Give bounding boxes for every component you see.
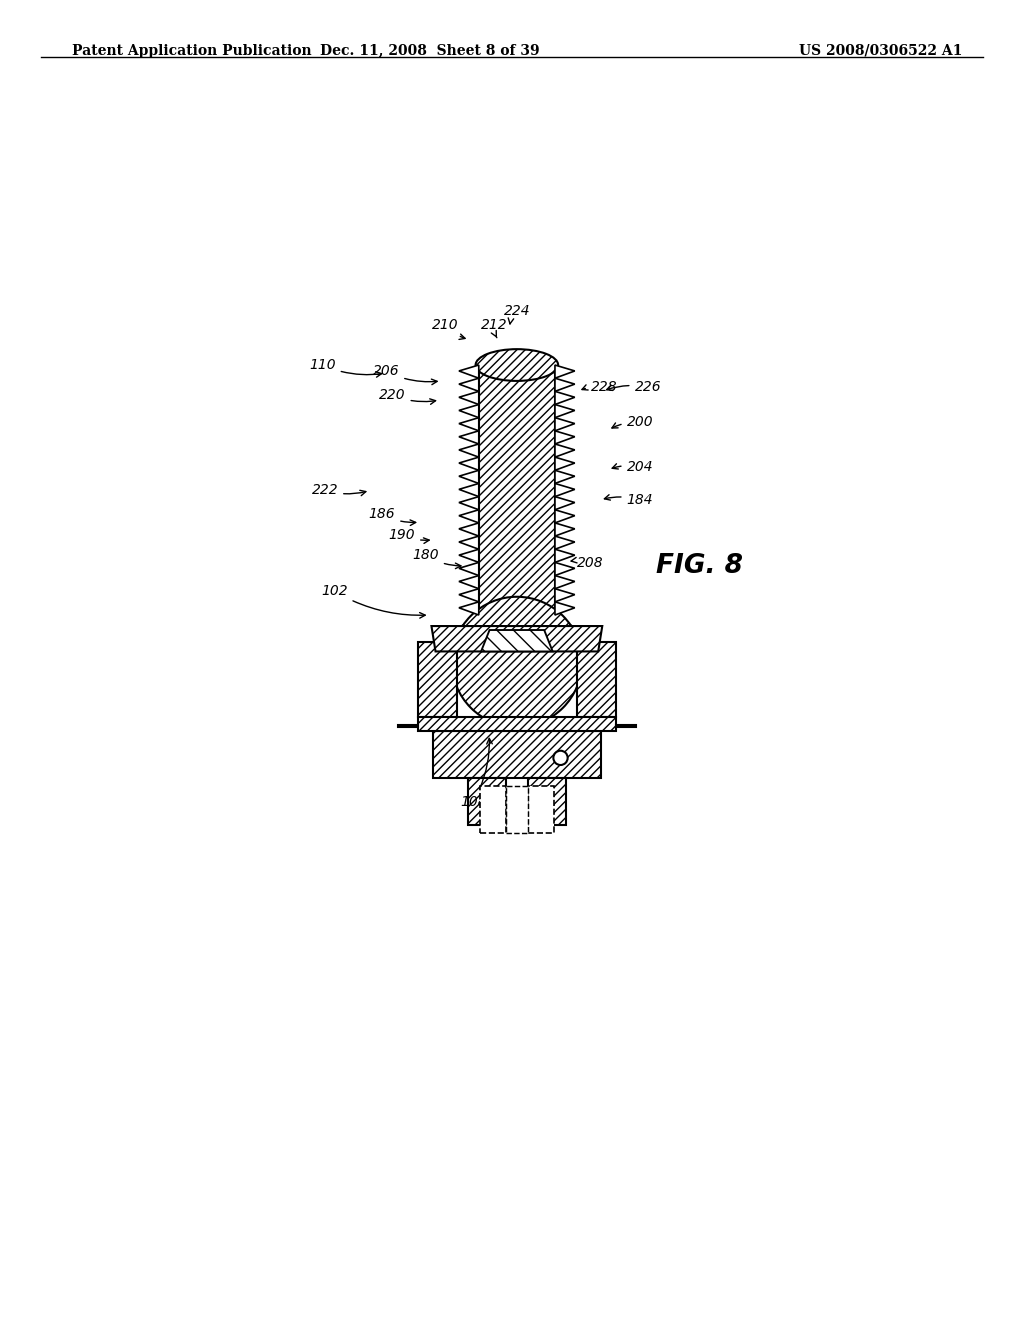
Polygon shape [459,417,479,430]
Text: 208: 208 [571,557,604,570]
Polygon shape [459,483,479,496]
Polygon shape [459,444,479,457]
Text: Dec. 11, 2008  Sheet 8 of 39: Dec. 11, 2008 Sheet 8 of 39 [321,44,540,58]
Polygon shape [555,366,574,379]
Polygon shape [398,725,418,727]
Polygon shape [418,643,457,717]
Polygon shape [459,536,479,549]
Polygon shape [528,777,566,825]
Polygon shape [555,510,574,523]
Polygon shape [555,379,574,391]
Text: 222: 222 [311,483,366,498]
Text: 212: 212 [481,318,508,338]
Polygon shape [555,496,574,510]
Text: 228: 228 [582,380,617,395]
Polygon shape [555,576,574,589]
Polygon shape [555,417,574,430]
Polygon shape [555,444,574,457]
Polygon shape [459,589,479,602]
Text: FIG. 8: FIG. 8 [656,553,742,578]
Polygon shape [459,576,479,589]
Text: 220: 220 [379,388,435,404]
Polygon shape [555,536,574,549]
Text: 206: 206 [373,364,437,384]
Text: 200: 200 [612,416,653,429]
Text: 204: 204 [612,459,653,474]
Polygon shape [555,391,574,404]
Polygon shape [555,589,574,602]
Polygon shape [459,379,479,391]
Polygon shape [452,615,582,632]
Text: Patent Application Publication: Patent Application Publication [72,44,311,58]
Text: 210: 210 [432,318,465,339]
Polygon shape [555,549,574,562]
Polygon shape [555,562,574,576]
Polygon shape [555,404,574,417]
Polygon shape [459,366,479,379]
Polygon shape [555,483,574,496]
Polygon shape [459,391,479,404]
Polygon shape [459,470,479,483]
Polygon shape [468,777,506,825]
Text: US 2008/0306522 A1: US 2008/0306522 A1 [799,44,963,58]
Polygon shape [459,496,479,510]
Polygon shape [459,562,479,576]
Polygon shape [481,630,553,652]
Polygon shape [433,731,601,777]
Polygon shape [459,510,479,523]
Polygon shape [459,457,479,470]
Polygon shape [459,602,479,615]
Polygon shape [577,643,615,717]
Text: 110: 110 [309,358,382,378]
Polygon shape [615,725,636,727]
Bar [528,785,554,833]
Text: 224: 224 [504,304,530,323]
Polygon shape [459,549,479,562]
Polygon shape [555,470,574,483]
Polygon shape [479,366,555,615]
Text: 180: 180 [413,549,461,569]
Bar [479,785,506,833]
Polygon shape [431,626,602,652]
Text: 186: 186 [369,507,416,525]
Polygon shape [459,523,479,536]
Polygon shape [555,430,574,444]
Ellipse shape [475,350,558,381]
Text: 184: 184 [604,492,653,507]
Polygon shape [555,523,574,536]
Circle shape [452,597,582,727]
Polygon shape [555,457,574,470]
Polygon shape [555,602,574,615]
Text: 226: 226 [606,380,662,395]
Polygon shape [459,430,479,444]
Text: 190: 190 [388,528,429,544]
Text: 108: 108 [460,738,493,809]
Bar [506,785,528,833]
Polygon shape [459,404,479,417]
Text: 102: 102 [321,585,425,618]
Polygon shape [418,717,615,731]
Circle shape [553,751,567,766]
